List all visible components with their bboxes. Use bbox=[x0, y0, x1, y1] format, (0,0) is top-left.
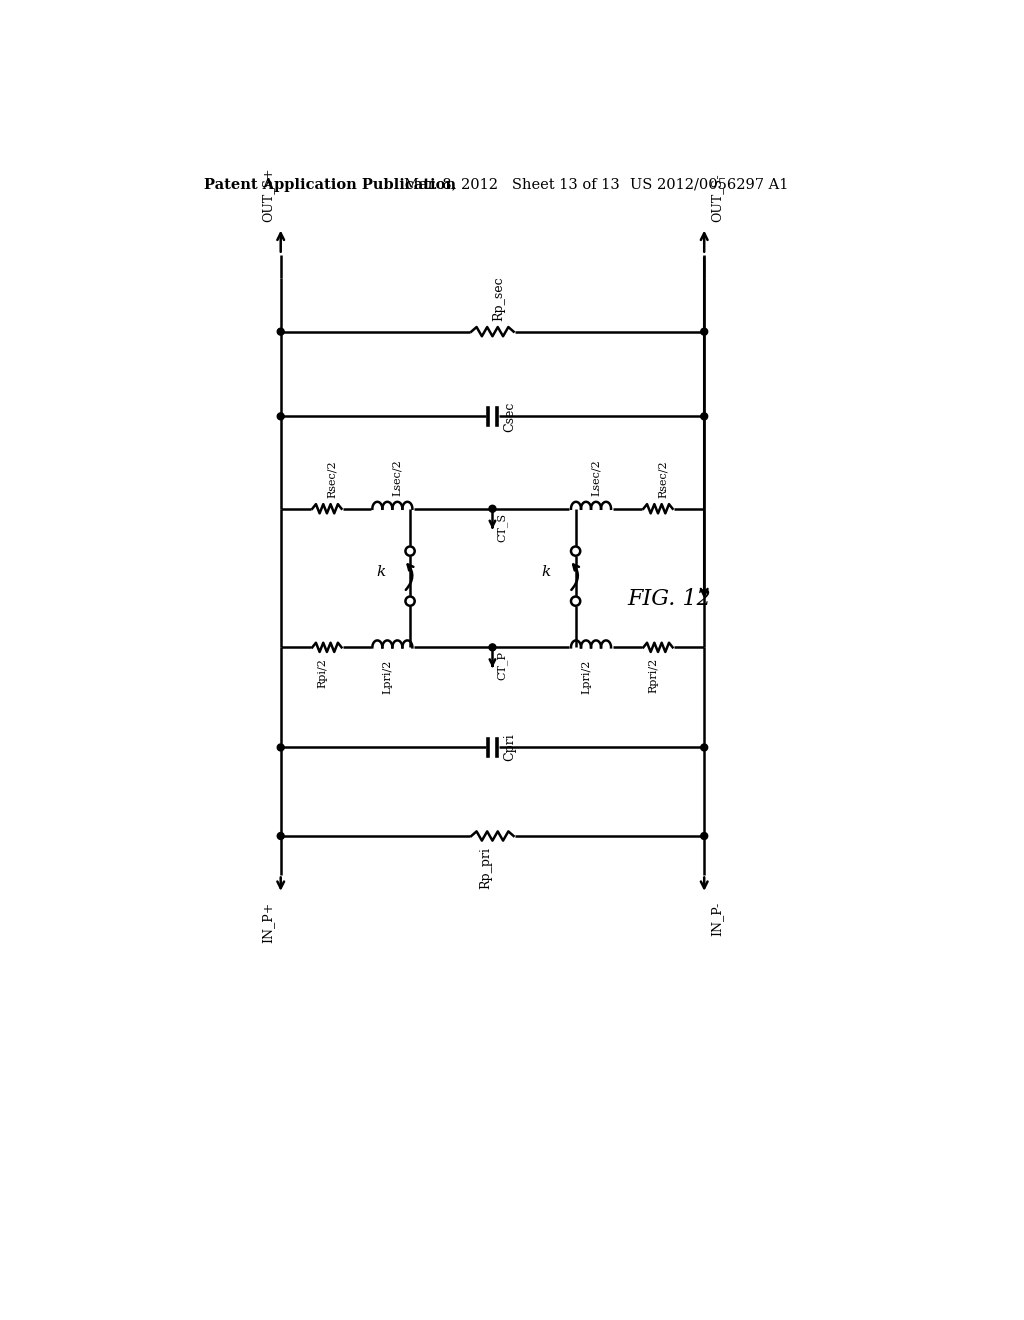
Text: IN_P+: IN_P+ bbox=[261, 902, 274, 942]
Text: FIG. 12: FIG. 12 bbox=[628, 589, 711, 610]
Text: IN_P-: IN_P- bbox=[711, 902, 723, 936]
Text: Patent Application Publication: Patent Application Publication bbox=[204, 178, 456, 191]
Circle shape bbox=[700, 413, 708, 420]
Circle shape bbox=[489, 506, 496, 512]
Circle shape bbox=[700, 744, 708, 751]
Text: Lsec/2: Lsec/2 bbox=[591, 459, 601, 496]
Circle shape bbox=[489, 644, 496, 651]
Circle shape bbox=[278, 744, 285, 751]
Text: Cpri: Cpri bbox=[503, 734, 516, 762]
Text: Rp_sec: Rp_sec bbox=[493, 276, 506, 321]
Text: CT_P: CT_P bbox=[497, 651, 508, 680]
Circle shape bbox=[571, 546, 581, 556]
Text: Rsec/2: Rsec/2 bbox=[658, 461, 668, 498]
Text: OUT_S-: OUT_S- bbox=[711, 174, 723, 222]
Text: Csec: Csec bbox=[503, 401, 516, 432]
Text: CT_S: CT_S bbox=[497, 512, 508, 541]
Text: Rsec/2: Rsec/2 bbox=[327, 461, 337, 498]
Circle shape bbox=[278, 329, 285, 335]
Text: Rpri/2: Rpri/2 bbox=[648, 659, 658, 693]
Circle shape bbox=[278, 413, 285, 420]
Text: Lpri/2: Lpri/2 bbox=[382, 660, 392, 694]
Text: k: k bbox=[376, 565, 385, 579]
Circle shape bbox=[278, 833, 285, 840]
Text: Mar. 8, 2012   Sheet 13 of 13: Mar. 8, 2012 Sheet 13 of 13 bbox=[403, 178, 620, 191]
Circle shape bbox=[700, 329, 708, 335]
Text: k: k bbox=[542, 565, 551, 579]
Circle shape bbox=[700, 833, 708, 840]
Text: Rp_pri: Rp_pri bbox=[479, 847, 493, 888]
Text: Rpi/2: Rpi/2 bbox=[316, 659, 327, 688]
Circle shape bbox=[406, 597, 415, 606]
Text: US 2012/0056297 A1: US 2012/0056297 A1 bbox=[630, 178, 787, 191]
Circle shape bbox=[571, 597, 581, 606]
Text: Lpri/2: Lpri/2 bbox=[581, 660, 591, 694]
Text: Lsec/2: Lsec/2 bbox=[392, 459, 402, 496]
Circle shape bbox=[406, 546, 415, 556]
Text: OUT_S+: OUT_S+ bbox=[261, 168, 274, 222]
